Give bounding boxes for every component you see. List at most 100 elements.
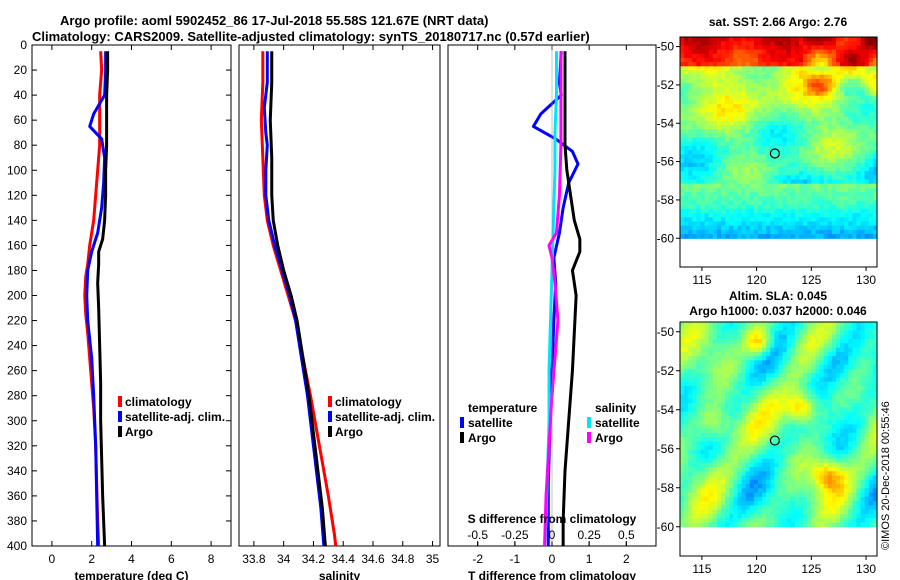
- heatmap-cell: [749, 488, 755, 494]
- heatmap-cell: [848, 166, 853, 172]
- heatmap-cell: [757, 70, 763, 76]
- heatmap-cell: [799, 449, 804, 455]
- heatmap-cell: [819, 229, 825, 235]
- heatmap-cell: [749, 454, 755, 460]
- heatmap-cell: [823, 394, 829, 400]
- heatmap-cell: [844, 347, 849, 353]
- heatmap-cell: [716, 496, 722, 502]
- heatmap-cell: [815, 70, 821, 76]
- heatmap-cell: [807, 104, 812, 109]
- heatmap-cell: [844, 373, 849, 379]
- heatmap-cell: [680, 234, 685, 239]
- heatmap-cell: [692, 334, 698, 340]
- heatmap-cell: [721, 150, 726, 155]
- heatmap-cell: [749, 518, 755, 524]
- heatmap-cell: [729, 522, 734, 528]
- heatmap-cell: [823, 501, 829, 507]
- heatmap-cell: [688, 53, 693, 59]
- heatmap-cell: [688, 377, 693, 383]
- heatmap-cell: [688, 229, 693, 235]
- heatmap-cell: [708, 351, 714, 357]
- heatmap-cell: [840, 377, 845, 383]
- heatmap-cell: [696, 221, 702, 227]
- heatmap-cell: [868, 364, 874, 370]
- heatmap-cell: [844, 334, 849, 340]
- heatmap-cell: [840, 479, 845, 485]
- heatmap-cell: [774, 385, 780, 391]
- heatmap-cell: [827, 196, 833, 202]
- heatmap-cell: [778, 91, 784, 97]
- heatmap-cell: [848, 57, 853, 63]
- heatmap-cell: [840, 351, 845, 357]
- heatmap-cell: [823, 166, 829, 172]
- heatmap-cell: [807, 368, 812, 374]
- heatmap-cell: [770, 496, 775, 502]
- heatmap-cell: [860, 471, 866, 477]
- heatmap-cell: [782, 475, 788, 481]
- heatmap-cell: [823, 154, 829, 160]
- heatmap-cell: [778, 385, 784, 391]
- heatmap-cell: [844, 462, 849, 468]
- heatmap-cell: [692, 424, 698, 430]
- heatmap-cell: [733, 234, 739, 239]
- heatmap-cell: [807, 394, 812, 400]
- heatmap-cell: [708, 505, 714, 511]
- heatmap-cell: [786, 322, 792, 327]
- heatmap-cell: [741, 95, 747, 101]
- heatmap-cell: [700, 454, 706, 460]
- heatmap-cell: [852, 343, 858, 349]
- heatmap-cell: [753, 471, 759, 477]
- heatmap-cell: [831, 78, 837, 84]
- heatmap-cell: [680, 330, 685, 336]
- heatmap-cell: [700, 158, 706, 164]
- heatmap-cell: [725, 484, 730, 489]
- heatmap-cell: [692, 137, 698, 143]
- heatmap-cell: [864, 66, 870, 72]
- heatmap-cell: [790, 70, 796, 76]
- heatmap-cell: [868, 95, 874, 101]
- heatmap-cell: [778, 171, 784, 176]
- heatmap-cell: [835, 407, 841, 413]
- heatmap-cell: [704, 91, 710, 97]
- heatmap-cell: [745, 424, 751, 430]
- heatmap-cell: [872, 150, 878, 155]
- heatmap-cell: [856, 45, 862, 51]
- heatmap-cell: [770, 475, 775, 481]
- heatmap-cell: [872, 74, 878, 80]
- heatmap-cell: [807, 217, 812, 223]
- heatmap-cell: [688, 334, 693, 340]
- heatmap-cell: [704, 377, 710, 383]
- heatmap-cell: [872, 381, 878, 387]
- heatmap-cell: [856, 171, 862, 176]
- heatmap-cell: [827, 437, 833, 443]
- heatmap-cell: [741, 141, 747, 147]
- heatmap-cell: [725, 437, 730, 443]
- heatmap-cell: [712, 505, 718, 511]
- heatmap-cell: [811, 518, 817, 524]
- heatmap-cell: [737, 403, 743, 408]
- heatmap-cell: [786, 334, 792, 340]
- heatmap-cell: [708, 213, 714, 218]
- heatmap-cell: [762, 91, 767, 97]
- heatmap-cell: [770, 326, 775, 332]
- heatmap-cell: [749, 326, 755, 332]
- heatmap-cell: [831, 390, 837, 396]
- heatmap-cell: [700, 343, 706, 349]
- heatmap-cell: [872, 225, 878, 231]
- heatmap-cell: [766, 171, 771, 176]
- heatmap-cell: [786, 351, 792, 357]
- heatmap-cell: [860, 347, 866, 353]
- heatmap-cell: [774, 116, 780, 122]
- heatmap-cell: [774, 339, 780, 344]
- heatmap-cell: [729, 492, 734, 498]
- heatmap-cell: [819, 501, 825, 507]
- heatmap-cell: [803, 175, 808, 181]
- heatmap-cell: [856, 343, 862, 349]
- heatmap-cell: [868, 449, 874, 455]
- heatmap-cell: [856, 62, 862, 67]
- heatmap-cell: [819, 420, 825, 425]
- heatmap-cell: [680, 62, 685, 67]
- heatmap-cell: [831, 458, 837, 464]
- heatmap-cell: [725, 41, 730, 46]
- heatmap-cell: [819, 509, 825, 515]
